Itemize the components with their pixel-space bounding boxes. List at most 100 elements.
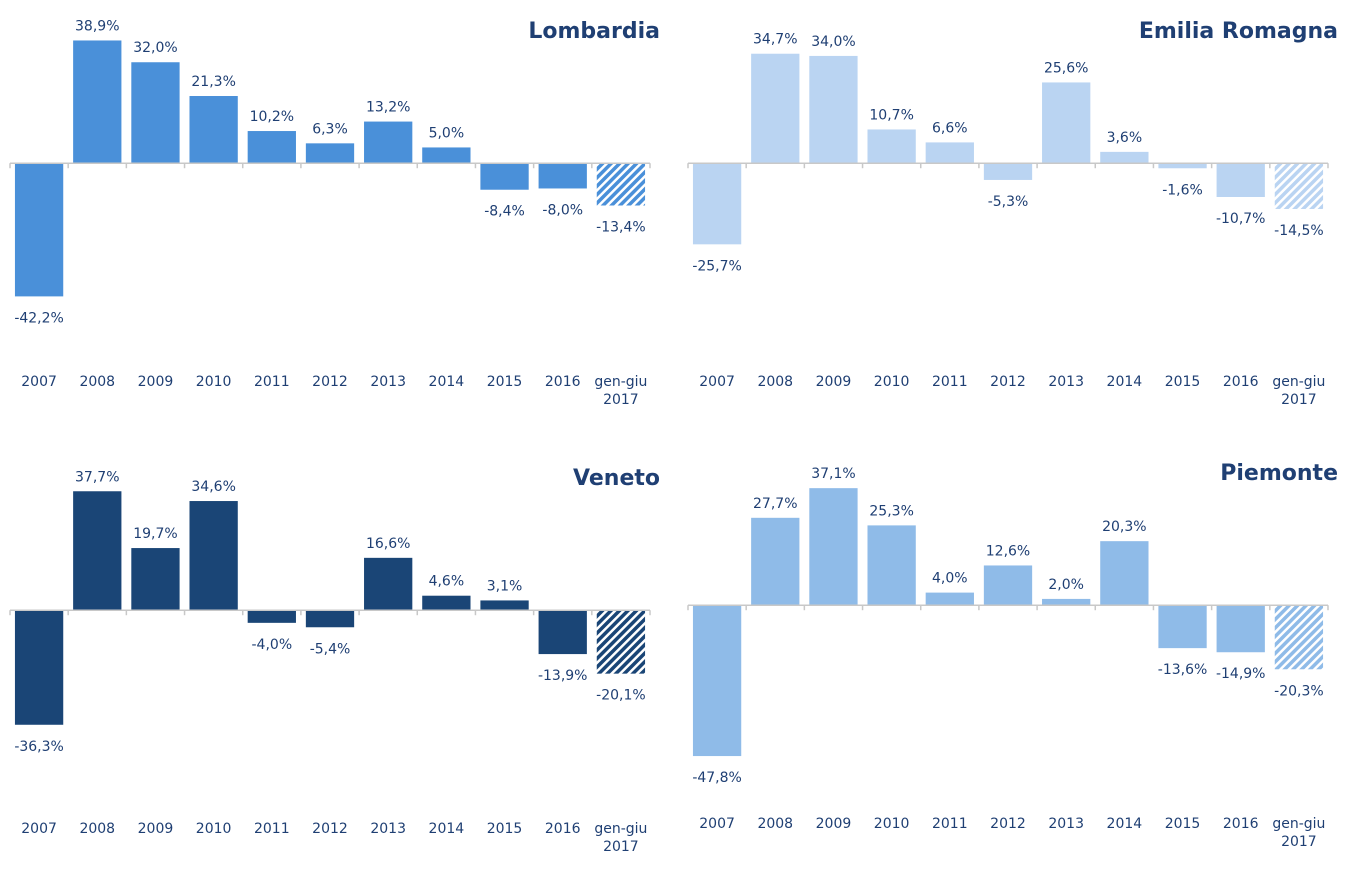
x-tick-label: 2014: [428, 374, 465, 390]
bar: [480, 163, 529, 190]
value-label: -14,9%: [1216, 666, 1266, 682]
bar: [538, 610, 587, 655]
value-label: -14,5%: [1274, 223, 1324, 239]
bar: [422, 595, 471, 611]
value-label: 37,7%: [75, 469, 119, 485]
x-tick-label: 2009: [815, 816, 852, 832]
x-tick-label: 2015: [1164, 816, 1201, 832]
x-tick-label: 2016: [1222, 816, 1259, 832]
bar: [364, 121, 413, 164]
value-label: 2,0%: [1048, 577, 1084, 593]
x-tick-label: 2013: [1048, 816, 1084, 832]
bar: [305, 610, 355, 628]
bar: [809, 488, 858, 606]
chart-title: Lombardia: [528, 19, 660, 44]
bar: [751, 53, 800, 164]
value-label: 37,1%: [811, 466, 855, 482]
chart-panel: Lombardia -42,2% 38,9% 32,0% 21,3% 10,2% 6,3% 1…: [0, 0, 670, 422]
value-label: 12,6%: [986, 543, 1030, 559]
value-label: -8,4%: [484, 204, 525, 220]
x-tick-label: 2013: [1048, 374, 1084, 390]
chart-panel: Piemonte -47,8% 27,7% 37,1% 25,3% 4,0% 12,6% 2,…: [678, 442, 1348, 864]
x-tick-label: 2015: [486, 821, 523, 837]
chart-panel: Veneto -36,3% 37,7% 19,7% 34,6% -4,0% -5,4% 16,…: [0, 447, 670, 869]
chart: Emilia Romagna -25,7% 34,7% 34,0% 10,7% 6,6% -…: [687, 19, 1338, 274]
value-label: -42,2%: [14, 310, 64, 326]
value-label: 6,6%: [932, 120, 968, 136]
chart-title: Veneto: [573, 466, 660, 491]
value-label: -20,1%: [596, 688, 646, 704]
x-tick-label: 2007: [21, 374, 57, 390]
bar: [1216, 605, 1265, 653]
x-tick-label: 2014: [428, 821, 465, 837]
bar: [1100, 151, 1149, 164]
bar: [14, 610, 64, 725]
bar: [1042, 598, 1091, 606]
x-tick-label: 2009: [815, 374, 852, 390]
value-label: 38,9%: [75, 18, 119, 34]
x-tick-label: gen-giu 2017: [1272, 816, 1326, 850]
x-tick-label: 2008: [79, 821, 116, 837]
bar: [1158, 605, 1207, 649]
x-tick-label: 2007: [21, 821, 57, 837]
value-label: -1,6%: [1162, 182, 1203, 198]
x-tick-label: 2008: [79, 374, 116, 390]
value-label: 10,7%: [869, 107, 913, 123]
x-tick-label: 2016: [544, 374, 581, 390]
value-label: 34,6%: [191, 479, 235, 495]
value-label: -13,6%: [1158, 662, 1208, 678]
value-label: 10,2%: [250, 109, 294, 125]
x-tick-label: 2011: [931, 816, 968, 832]
x-tick-label: 2012: [990, 816, 1026, 832]
chart-panel: Emilia Romagna -25,7% 34,7% 34,0% 10,7% 6,6% -…: [678, 0, 1348, 422]
x-tick-label: gen-giu 2017: [594, 374, 648, 408]
x-tick-label: 2012: [990, 374, 1026, 390]
bar: [809, 55, 858, 164]
x-tick-label: 2009: [137, 374, 174, 390]
value-label: -36,3%: [14, 739, 64, 755]
value-label: 3,1%: [487, 578, 523, 594]
x-tick-label: 2011: [253, 374, 290, 390]
bar: [596, 610, 646, 674]
value-label: 21,3%: [191, 74, 235, 90]
value-label: 34,7%: [753, 32, 797, 48]
value-label: 25,3%: [869, 503, 913, 519]
bar: [925, 592, 974, 606]
bar: [14, 163, 64, 297]
value-label: -10,7%: [1216, 211, 1266, 227]
x-tick-label: 2015: [486, 374, 523, 390]
bar: [1100, 541, 1149, 606]
x-tick-label: 2013: [370, 374, 406, 390]
x-tick-label: gen-giu 2017: [594, 821, 648, 855]
bar: [925, 142, 974, 164]
value-label: 19,7%: [133, 526, 177, 542]
bar: [1274, 163, 1324, 209]
x-tick-label: 2013: [370, 821, 406, 837]
value-label: 4,6%: [429, 574, 465, 590]
chart: Piemonte -47,8% 27,7% 37,1% 25,3% 4,0% 12,6% 2,…: [687, 461, 1338, 786]
value-label: -8,0%: [542, 202, 583, 218]
x-tick-label: 2010: [873, 816, 910, 832]
value-label: 13,2%: [366, 100, 410, 116]
bar: [538, 163, 587, 189]
value-label: 25,6%: [1044, 60, 1088, 76]
value-label: 6,3%: [312, 121, 348, 137]
x-tick-label: 2012: [312, 821, 348, 837]
chart: Veneto -36,3% 37,7% 19,7% 34,6% -4,0% -5,4% 16,…: [9, 466, 660, 755]
value-label: 16,6%: [366, 536, 410, 552]
x-tick-label: 2016: [1222, 374, 1259, 390]
x-tick-label: 2007: [699, 816, 735, 832]
value-label: 34,0%: [811, 34, 855, 50]
bar: [247, 610, 296, 623]
bar: [692, 163, 742, 245]
x-tick-label: 2010: [195, 821, 232, 837]
value-label: -13,4%: [596, 220, 646, 236]
bar: [73, 40, 122, 164]
x-tick-label: 2016: [544, 821, 581, 837]
chart-title: Emilia Romagna: [1139, 19, 1338, 44]
bar: [751, 517, 800, 606]
bar: [1274, 605, 1324, 670]
x-tick-label: 2008: [757, 374, 794, 390]
bar: [867, 525, 916, 606]
